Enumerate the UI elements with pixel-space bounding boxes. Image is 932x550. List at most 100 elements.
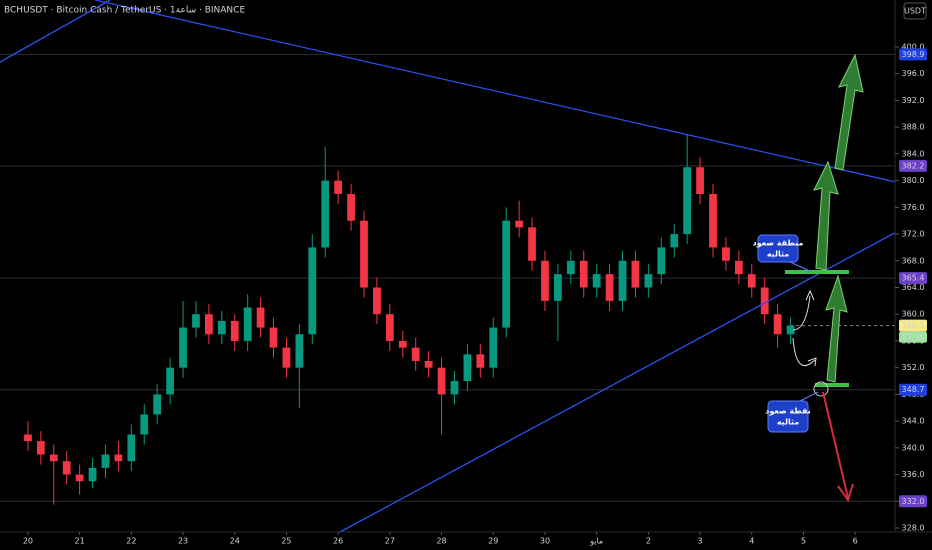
x-tick-label: 20 [23, 537, 33, 546]
candle-body [49, 454, 58, 462]
y-tick-label: 376.0 [902, 203, 925, 212]
candle-body [709, 193, 717, 248]
y-tick-label: 400.0 [902, 43, 925, 52]
candle-body [437, 367, 446, 395]
candle-body [722, 247, 730, 261]
price-tag [899, 495, 927, 508]
candle-body [502, 220, 511, 328]
candle-body [605, 274, 614, 301]
candle-body [321, 180, 330, 248]
y-tick-label: 388.0 [902, 123, 925, 132]
price-tag [899, 319, 927, 332]
candle-body [450, 381, 459, 395]
candle-body [24, 434, 32, 442]
symbol-title: BCHUSDT · Bitcoin Cash / TetherUS · 1ساع… [4, 6, 245, 16]
countdown: 53:26 [901, 333, 924, 342]
y-tick-label: 372.0 [902, 230, 925, 239]
candle-body [528, 227, 536, 261]
price-tag-label: 365.4 [902, 274, 925, 283]
candle-body [360, 220, 368, 288]
up-arrow [834, 53, 864, 171]
annotation-text: نقطة صعود [765, 407, 811, 416]
candle-body [179, 327, 187, 368]
candle-body [566, 260, 575, 275]
candle-body [101, 454, 110, 468]
curve-arrow [792, 337, 816, 366]
axes: 328.0332.0336.0340.0344.0348.0352.0356.0… [23, 43, 927, 546]
up-arrow [825, 274, 848, 383]
y-tick-label: 328.0 [902, 523, 925, 532]
candle-body [62, 461, 71, 475]
candle-body [308, 247, 317, 335]
x-tick-label: 4 [749, 537, 754, 546]
curve-arrow-head [807, 357, 817, 367]
marker-circle [813, 381, 829, 397]
x-tick-label: مايو [589, 537, 603, 546]
candle-body [515, 220, 523, 228]
candle-body [644, 274, 653, 288]
price-levels [0, 53, 895, 502]
candle-body [88, 467, 97, 482]
candle-body [398, 340, 407, 348]
y-tick-label: 392.0 [902, 96, 925, 105]
x-tick-label: 25 [281, 537, 291, 546]
candle-body [373, 287, 381, 315]
y-tick-label: 344.0 [902, 417, 925, 426]
currency-button[interactable] [903, 2, 927, 20]
candle-body [295, 334, 304, 368]
price-tag-label: 358.3 [902, 321, 925, 330]
candle-body [657, 247, 666, 275]
x-tick-label: 30 [540, 537, 550, 546]
candle-body [476, 354, 485, 368]
candles [24, 133, 795, 505]
candle-body [696, 167, 704, 194]
candle-body [541, 260, 549, 301]
y-tick-label: 360.0 [902, 310, 925, 319]
candle-body [256, 307, 265, 328]
candle-body [747, 274, 756, 288]
candle-body [205, 314, 213, 335]
trendline [0, 0, 111, 63]
annotation-text: مثاليه [777, 418, 799, 427]
candle-body [153, 394, 162, 415]
price-tag [899, 159, 927, 172]
y-tick-label: 384.0 [902, 149, 925, 158]
x-tick-label: 2 [646, 537, 651, 546]
y-tick-label: 364.0 [902, 283, 925, 292]
price-tag [899, 272, 927, 285]
annotation-pointer [789, 261, 813, 273]
down-arrow-head [837, 483, 854, 503]
price-tag-label: 332.0 [902, 497, 925, 506]
candle-body [192, 314, 200, 328]
candle-body [579, 260, 588, 288]
curve-arrow [792, 295, 811, 331]
candle-body [786, 325, 795, 335]
candle-body [75, 474, 84, 482]
annotation-box [757, 234, 799, 263]
candle-body [36, 441, 45, 455]
price-tag-label: 348.7 [902, 385, 925, 394]
currency-label[interactable]: USDT [904, 7, 926, 16]
x-tick-label: 28 [436, 537, 446, 546]
countdown-tag [899, 331, 927, 343]
candle-body [269, 327, 278, 348]
candle-body [347, 193, 355, 221]
candle-body [760, 287, 769, 315]
y-tick-label: 336.0 [902, 470, 925, 479]
down-arrow [822, 391, 849, 499]
y-tick-label: 340.0 [902, 443, 925, 452]
annotation-text: منطقة صعود [753, 239, 804, 248]
candle-body [631, 260, 640, 288]
price-tag-label: 398.9 [902, 50, 925, 59]
candle-body [411, 347, 420, 361]
candle-body [618, 260, 627, 301]
x-tick-label: 23 [178, 537, 188, 546]
candle-body [282, 347, 291, 368]
price-tag-label: 382.2 [902, 161, 925, 170]
candle-body [554, 274, 562, 301]
x-tick-label: 21 [75, 537, 85, 546]
price-tag [899, 383, 927, 396]
candle-body [670, 234, 679, 248]
price-tag [899, 48, 927, 61]
